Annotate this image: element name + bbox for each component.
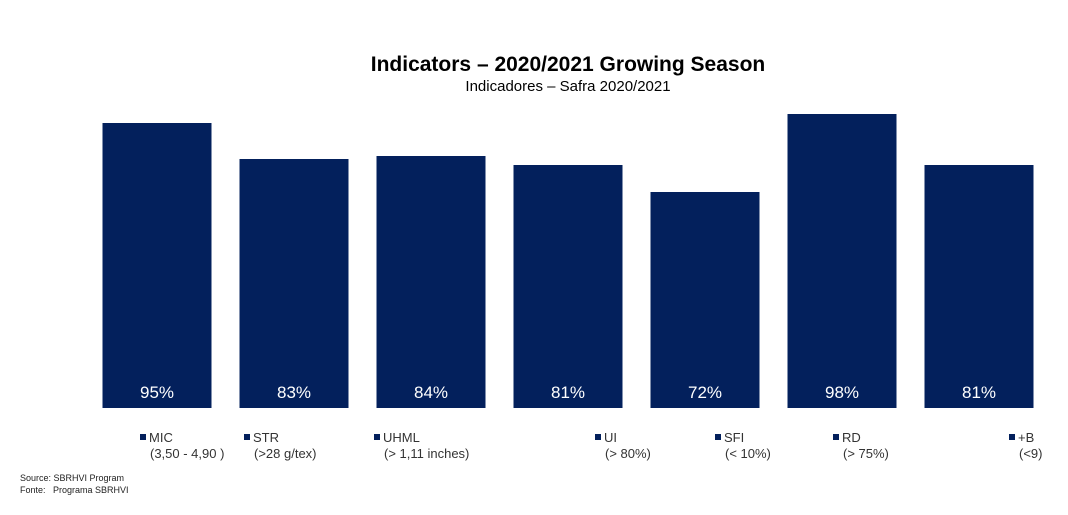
bar-sfi [650, 192, 760, 408]
source-line-en: Source: SBRHVI Program [20, 473, 125, 483]
legend-item: SFI (< 10%) [715, 430, 771, 462]
legend-range: (3,50 - 4,90 ) [150, 446, 225, 461]
legend-item: STR (>28 g/tex) [244, 430, 317, 462]
legend-label: MIC [149, 430, 173, 445]
data-label: 83% [277, 383, 311, 402]
data-label: 98% [825, 383, 859, 402]
legend-range: (>28 g/tex) [254, 446, 317, 461]
legend-label: UI [604, 430, 617, 445]
legend: MIC (3,50 - 4,90 ) STR (>28 g/tex) UHML (> 1,… [0, 430, 1068, 470]
legend-range: (<9) [1019, 446, 1043, 461]
bar-mic [102, 123, 212, 408]
legend-item: +B (<9) [1009, 430, 1042, 462]
legend-label: RD [842, 430, 861, 445]
legend-swatch [374, 434, 380, 440]
legend-item: MIC (3,50 - 4,90 ) [140, 430, 224, 462]
legend-swatch [1009, 434, 1015, 440]
legend-label: STR [253, 430, 279, 445]
legend-range: (> 80%) [605, 446, 651, 461]
legend-item: UHML (> 1,11 inches) [374, 430, 469, 462]
source-line-pt: Fonte: Programa SBRHVI [20, 485, 129, 495]
legend-range: (< 10%) [725, 446, 771, 461]
legend-item: RD (> 75%) [833, 430, 889, 462]
legend-swatch [244, 434, 250, 440]
legend-item: UI (> 80%) [595, 430, 651, 462]
legend-range: (> 1,11 inches) [384, 446, 470, 461]
bar-ui [513, 165, 623, 408]
bar-uhml [376, 156, 486, 408]
data-label: 72% [688, 383, 722, 402]
data-label: 81% [962, 383, 996, 402]
chart-title: Indicators – 2020/2021 Growing Season [370, 53, 766, 76]
chart-subtitle: Indicadores – Safra 2020/2021 [465, 78, 671, 95]
data-label: 95% [140, 383, 174, 402]
source-note: Source: SBRHVI Program Fonte: Programa S… [20, 472, 129, 496]
legend-swatch [715, 434, 721, 440]
legend-label: SFI [724, 430, 745, 445]
legend-label: UHML [383, 430, 420, 445]
data-label: 81% [551, 383, 585, 402]
data-label: 84% [414, 383, 448, 402]
legend-swatch [140, 434, 146, 440]
bar--b [924, 165, 1034, 408]
bar-str [239, 159, 349, 408]
legend-swatch [833, 434, 839, 440]
bar-rd [787, 114, 897, 408]
legend-label: +B [1018, 430, 1035, 445]
legend-range: (> 75%) [843, 446, 889, 461]
bar-chart: 95% 83% 84% 81% 72% 98% 81% [102, 114, 1034, 408]
legend-swatch [595, 434, 601, 440]
